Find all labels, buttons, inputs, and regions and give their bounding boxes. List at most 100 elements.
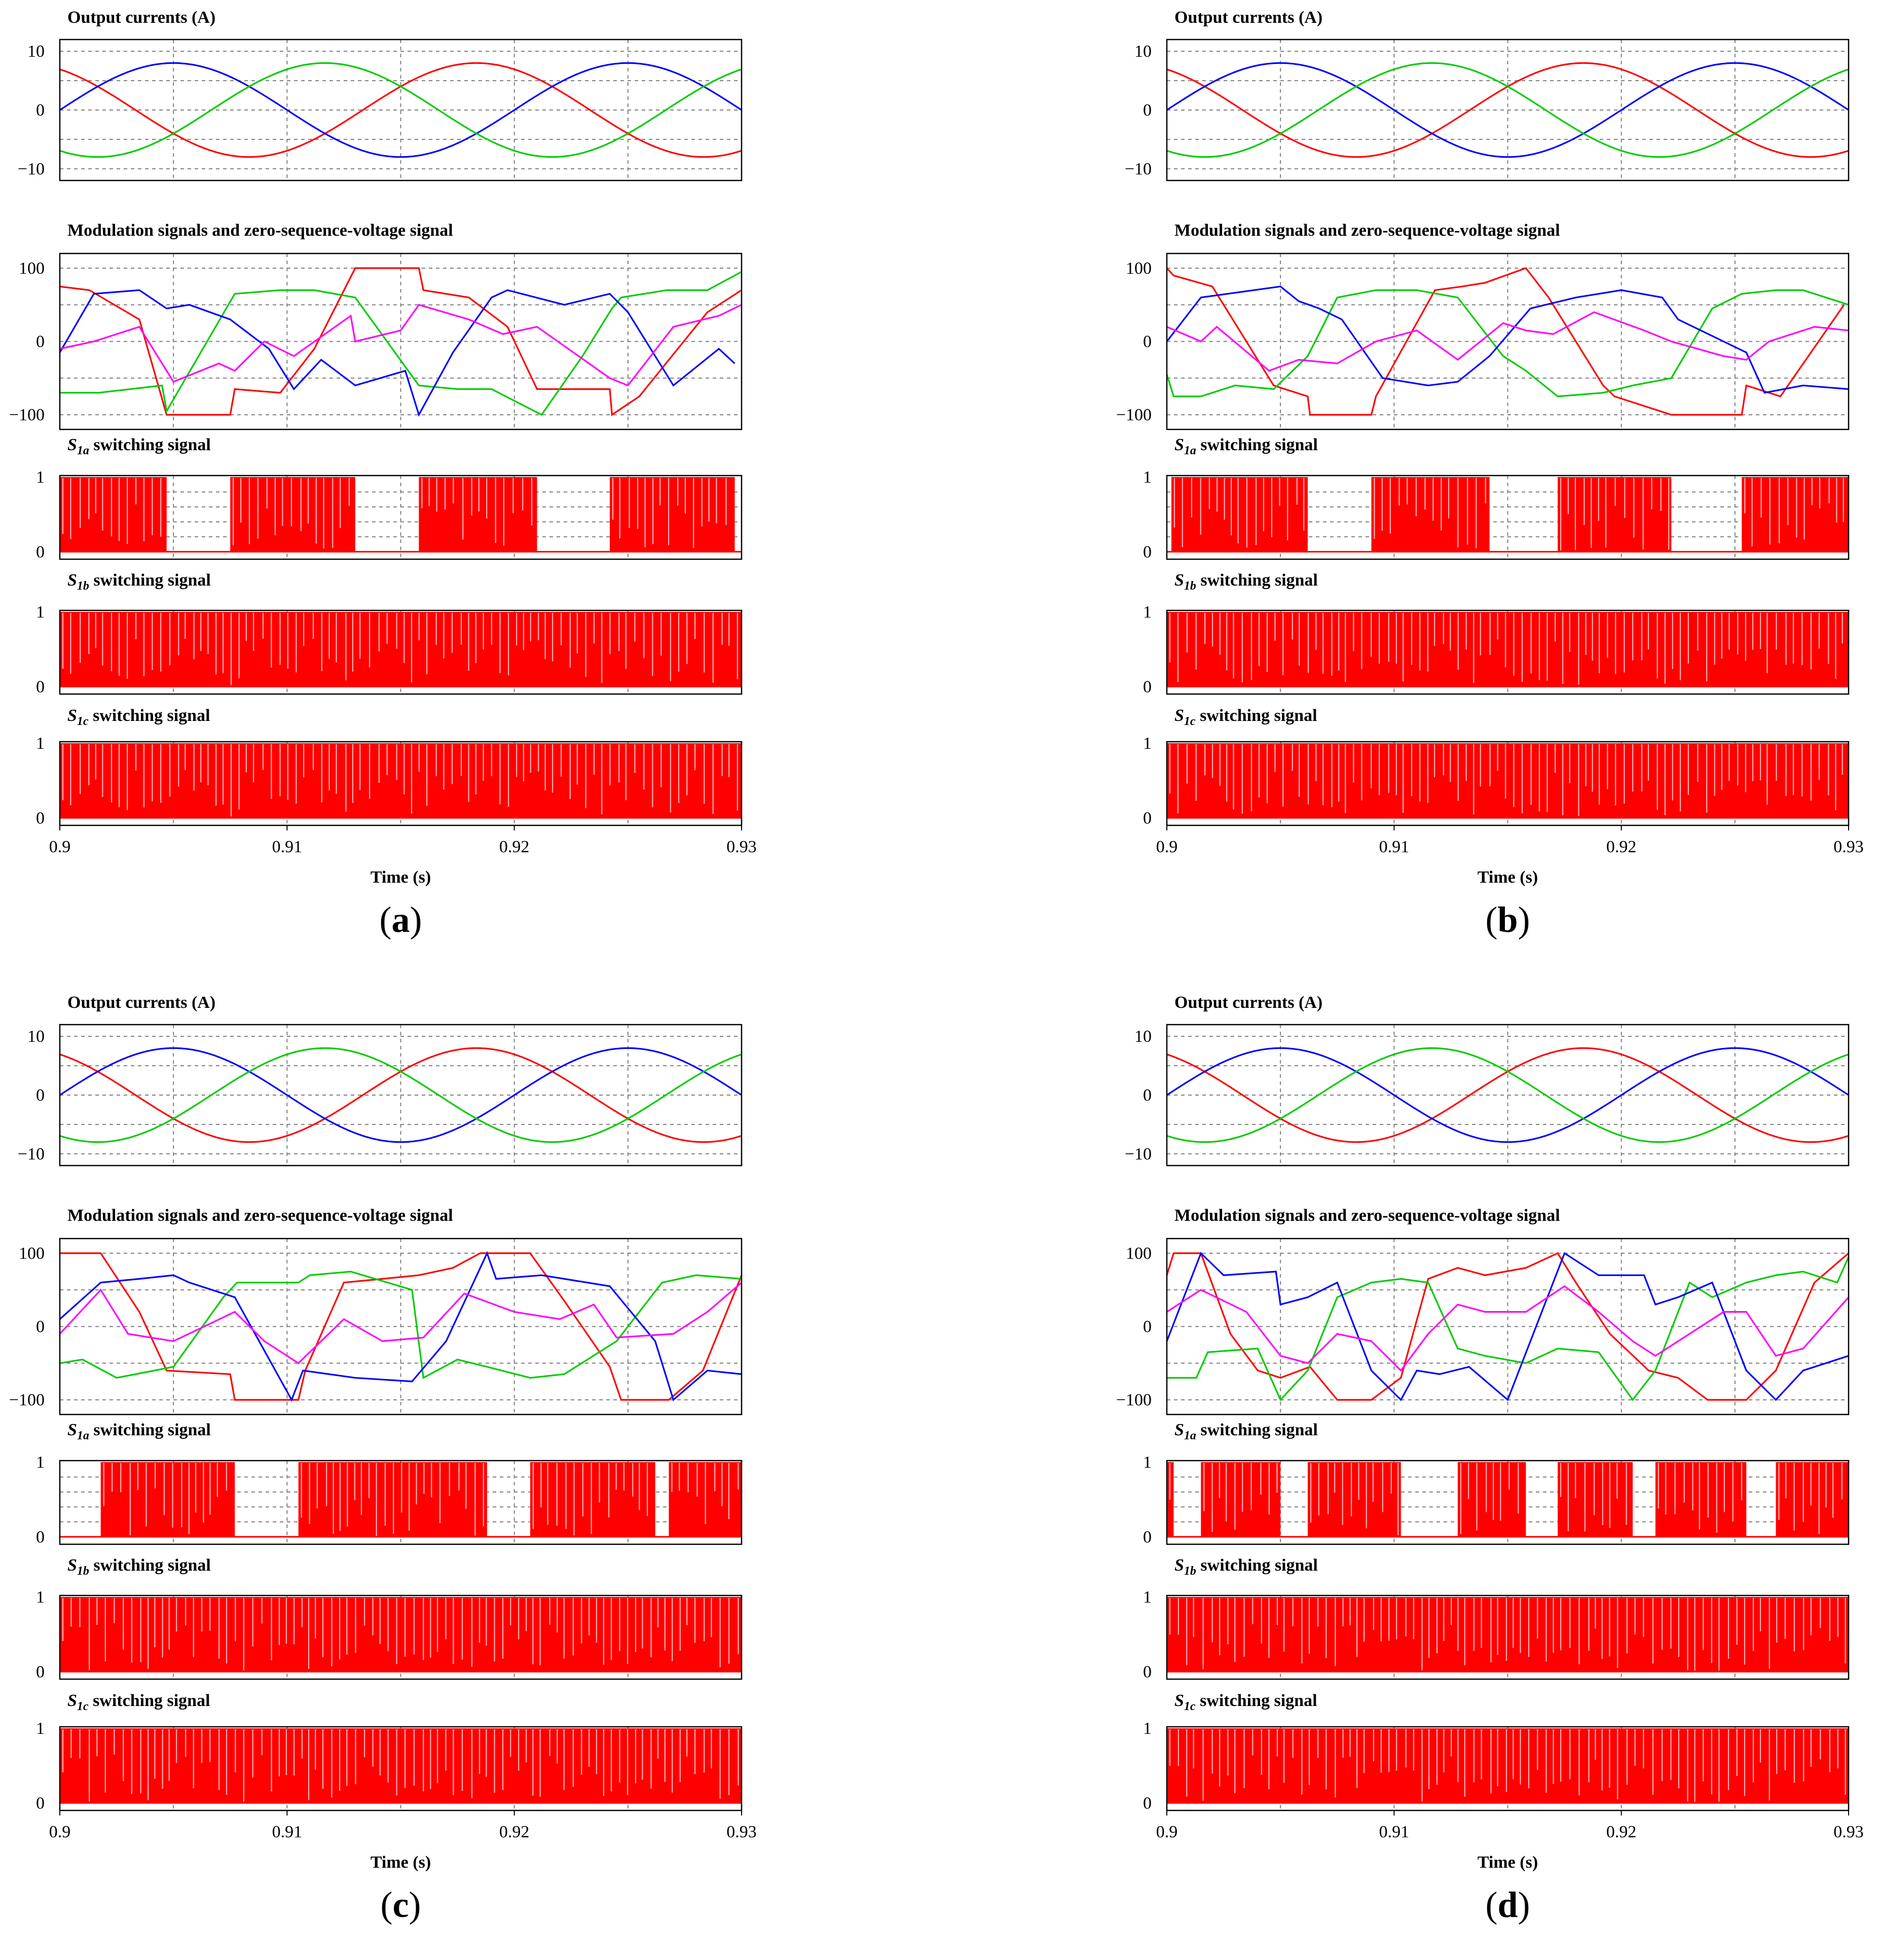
caption-letter: c	[393, 1884, 409, 1925]
subplot-title: S1c switching signal	[1174, 1691, 1317, 1713]
title-text: switching signal	[89, 1421, 211, 1439]
title-symbol: S	[67, 706, 77, 725]
plot-frame	[59, 475, 743, 560]
x-tick-label: 0.91	[272, 838, 303, 856]
plot-frame	[1166, 1238, 1850, 1415]
y-tick-label: −100	[9, 406, 45, 424]
switching-pwm-region	[1167, 1596, 1849, 1672]
y-tick-label: −100	[1116, 1391, 1152, 1409]
subplot-title: S1b switching signal	[67, 1556, 211, 1578]
switching-pwm-region	[1167, 743, 1849, 818]
title-subscript: 1c	[1184, 715, 1196, 728]
title-symbol: S	[1174, 1691, 1184, 1710]
y-tick-label: 0	[1143, 677, 1152, 696]
title-subscript: 1b	[77, 1565, 89, 1578]
switching-pwm-region	[530, 1462, 655, 1537]
title-subscript: 1c	[1184, 1700, 1196, 1713]
caption-close: )	[410, 899, 422, 940]
modulation-phase-c-line	[1167, 1256, 1850, 1401]
y-tick-label: 0	[36, 1528, 45, 1546]
subplot-s1c: S1c switching signal 1 00.9 0.91 0.92 0.93 Tim…	[36, 706, 757, 887]
y-tick-label: 100	[1126, 1244, 1152, 1263]
y-tick-label: 0	[36, 1794, 45, 1812]
y-tick-label: 0	[1143, 101, 1152, 120]
y-tick-label: 0	[36, 101, 45, 120]
plot-frame	[59, 1594, 743, 1680]
y-tick-label: 10	[27, 42, 45, 61]
subplot-title: Modulation signals and zero-sequence-vol…	[67, 221, 453, 240]
y-tick-label: 100	[19, 1244, 45, 1263]
modulation-phase-b-line	[1166, 1252, 1849, 1401]
current-phase-c-line	[59, 62, 742, 158]
switching-pwm-region	[1558, 1462, 1633, 1537]
current-phase-b-line	[59, 62, 742, 158]
subplot-title: S1c switching signal	[67, 1691, 210, 1713]
subplot-title: S1b switching signal	[1174, 571, 1318, 593]
switching-pwm-region	[1201, 1462, 1281, 1537]
subplot-s1b: S1b switching signal 1 0	[36, 571, 743, 696]
title-subscript: 1a	[1184, 444, 1196, 457]
panel-caption: (c)	[381, 1884, 421, 1925]
y-tick-label: 0	[1143, 1318, 1152, 1336]
subplot-modulation: Modulation signals and zero-sequence-vol…	[9, 221, 743, 430]
y-tick-label: −10	[1125, 1145, 1152, 1164]
x-tick-label: 0.92	[499, 1823, 530, 1841]
current-phase-b-line	[59, 1047, 742, 1143]
caption-letter: d	[1497, 1884, 1518, 1925]
title-text: switching signal	[89, 1691, 210, 1710]
subplot-title: Output currents (A)	[67, 8, 215, 27]
subplot-title: Modulation signals and zero-sequence-vol…	[67, 1206, 453, 1225]
y-tick-label: 1	[1143, 1453, 1152, 1472]
subplot-title: S1b switching signal	[67, 571, 211, 593]
title-subscript: 1b	[1184, 579, 1196, 593]
switching-pwm-region	[609, 477, 735, 552]
y-tick-label: −10	[18, 160, 45, 178]
switching-pwm-region	[1167, 1728, 1849, 1803]
y-tick-label: 100	[1126, 259, 1152, 278]
subplot-s1c: S1c switching signal 1 00.9 0.91 0.92 0.93 Tim…	[36, 1691, 757, 1872]
switching-pwm-region	[1558, 477, 1672, 552]
title-text: switching signal	[1196, 1556, 1318, 1575]
subplot-s1b: S1b switching signal 1 0	[1143, 571, 1850, 696]
current-phase-c-line	[59, 1047, 742, 1143]
x-tick-label: 0.93	[1833, 1823, 1864, 1841]
switching-pwm-region	[60, 477, 167, 552]
subplot-s1c: S1c switching signal 1 00.9 0.91 0.92 0.93 Tim…	[1143, 706, 1864, 887]
plot-frame	[59, 1726, 743, 1811]
plot-frame	[1166, 475, 1850, 560]
y-tick-label: 1	[36, 1588, 45, 1607]
y-tick-label: 1	[36, 1719, 45, 1738]
plot-frame	[1166, 252, 1850, 430]
title-symbol: S	[1174, 706, 1184, 725]
y-tick-label: 1	[1143, 468, 1152, 487]
switching-pwm-region	[1776, 1462, 1849, 1537]
y-tick-label: 0	[1143, 333, 1152, 351]
title-text: switching signal	[89, 706, 210, 725]
modulation-phase-c-line	[1166, 289, 1849, 397]
title-symbol: S	[67, 435, 77, 454]
caption-letter: a	[392, 899, 410, 940]
title-text: switching signal	[1196, 1421, 1318, 1439]
switching-pwm-region	[1655, 1462, 1747, 1537]
caption-open: (	[380, 899, 392, 940]
title-text: switching signal	[89, 571, 211, 590]
y-tick-label: −100	[1116, 406, 1152, 424]
subplot-title: Output currents (A)	[67, 993, 215, 1012]
title-text: switching signal	[1196, 435, 1318, 454]
subplot-currents: Output currents (A) 10 0 −10	[1125, 993, 1850, 1167]
x-tick-label: 0.93	[1833, 838, 1864, 856]
title-symbol: S	[1174, 1556, 1184, 1575]
title-symbol: S	[1174, 435, 1184, 454]
y-tick-label: 0	[36, 809, 45, 827]
x-tick-label: 0.9	[1156, 838, 1178, 856]
y-tick-label: 1	[36, 1453, 45, 1472]
title-symbol: S	[67, 1556, 77, 1575]
subplot-currents: Output currents (A) 10 0 −10	[1125, 8, 1850, 182]
modulation-phase-c-line	[60, 271, 742, 416]
caption-open: (	[1485, 899, 1497, 940]
x-axis-label: Time (s)	[371, 868, 431, 887]
y-tick-label: 1	[36, 603, 45, 622]
caption-letter: b	[1497, 899, 1518, 940]
y-tick-label: −10	[18, 1145, 45, 1164]
y-tick-label: 0	[36, 333, 45, 351]
